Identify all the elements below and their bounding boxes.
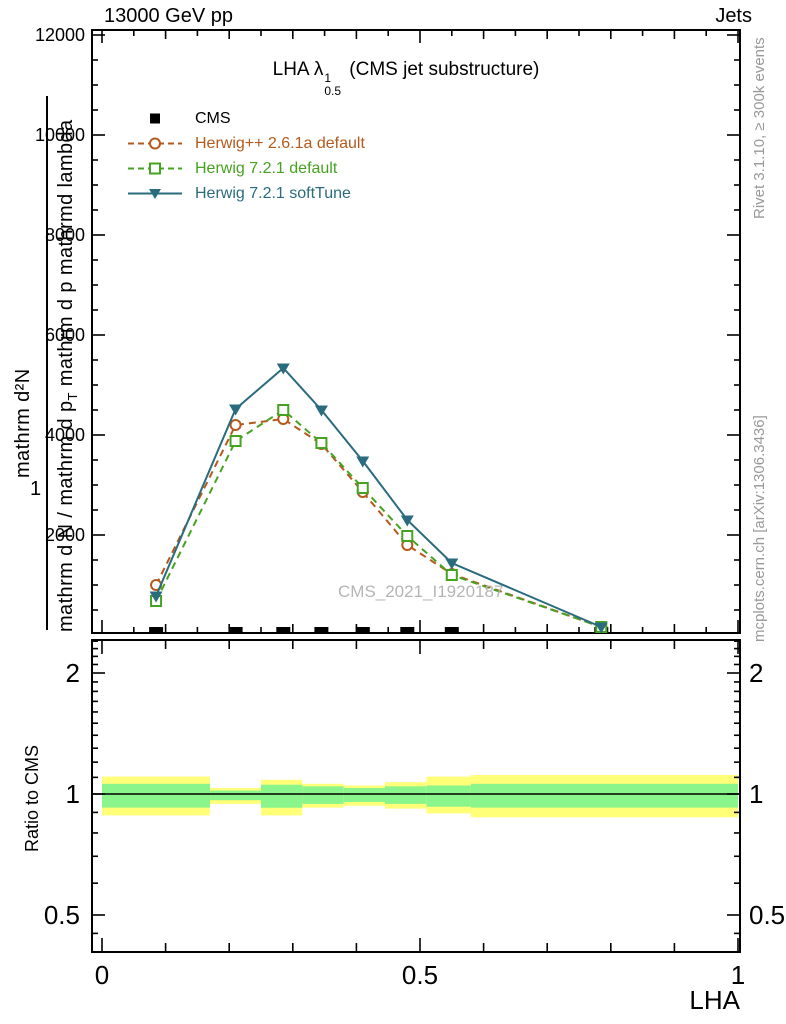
lambda-exponent: 1 0.5 (324, 72, 341, 97)
svg-text:8000: 8000 (45, 225, 85, 245)
legend-item-cms: CMS (126, 106, 365, 131)
watermark-analysis-id: CMS_2021_I1920187 (338, 582, 504, 601)
beam-energy-label: 13000 GeV pp (104, 5, 233, 27)
plot-title-suffix: (CMS jet substructure) (344, 59, 540, 80)
lambda-superscript: 1 (324, 71, 332, 85)
y-axis-title-sub-t: T (65, 392, 80, 401)
softtune-line-marker-icon (128, 189, 182, 199)
plot-title: LHA λ 1 0.5 (CMS jet substructure) (273, 59, 540, 97)
svg-text:0.5: 0.5 (402, 960, 438, 990)
legend-item-herwig7-default: Herwig 7.2.1 default (126, 156, 365, 181)
legend-label: Herwig++ 2.6.1a default (195, 134, 365, 152)
y-axis-title-numerator: mathrm d²N (12, 368, 34, 478)
svg-text:12000: 12000 (35, 25, 85, 45)
legend-label: Herwig 7.2.1 softTune (195, 184, 351, 202)
mcplots-reference-label: mcplots.cern.ch [arXiv:1306.3436] (751, 415, 768, 642)
analysis-group-label: Jets (715, 5, 752, 27)
legend-label: CMS (195, 109, 231, 127)
svg-text:0.5: 0.5 (44, 900, 80, 930)
svg-text:4000: 4000 (45, 425, 85, 445)
y-axis-title-part: mathrm d p mathrmd lambda (55, 119, 77, 393)
svg-text:6000: 6000 (45, 325, 85, 345)
plot-title-prefix: LHA (272, 59, 314, 80)
legend: CMS Herwig++ 2.6.1a default Herwig 7.2.1… (126, 106, 365, 206)
herwig7-line-marker-icon (128, 162, 182, 175)
legend-label: Herwig 7.2.1 default (195, 159, 338, 177)
cms-data-marker-icon (150, 113, 160, 124)
svg-text:1: 1 (731, 960, 745, 990)
herwigpp-line-marker-icon (128, 137, 182, 150)
svg-text:2: 2 (749, 658, 763, 688)
lambda-subscript: 0.5 (324, 83, 342, 98)
lambda-symbol: λ (313, 59, 324, 80)
svg-text:0.5: 0.5 (749, 900, 785, 930)
x-axis-title: LHA (689, 985, 740, 1015)
svg-text:2000: 2000 (45, 525, 85, 545)
y-axis-title-one: 1 (30, 478, 42, 500)
legend-item-herwig7-softtune: Herwig 7.2.1 softTune (126, 181, 365, 206)
svg-text:2: 2 (66, 658, 80, 688)
legend-item-herwigpp: Herwig++ 2.6.1a default (126, 131, 365, 156)
svg-text:0: 0 (95, 960, 109, 990)
y-axis-title-part: mathrm d N / mathrm d p (55, 400, 77, 632)
ratio-axis-title: Ratio to CMS (22, 744, 42, 852)
svg-text:1: 1 (749, 779, 763, 809)
y-axis-title-denominator: mathrm d N / mathrm d pT mathrm d p math… (55, 119, 80, 632)
svg-text:1: 1 (66, 779, 80, 809)
rivet-version-label: Rivet 3.1.10, ≥ 300k events (751, 37, 768, 219)
y-axis-fraction-bar (46, 96, 48, 630)
